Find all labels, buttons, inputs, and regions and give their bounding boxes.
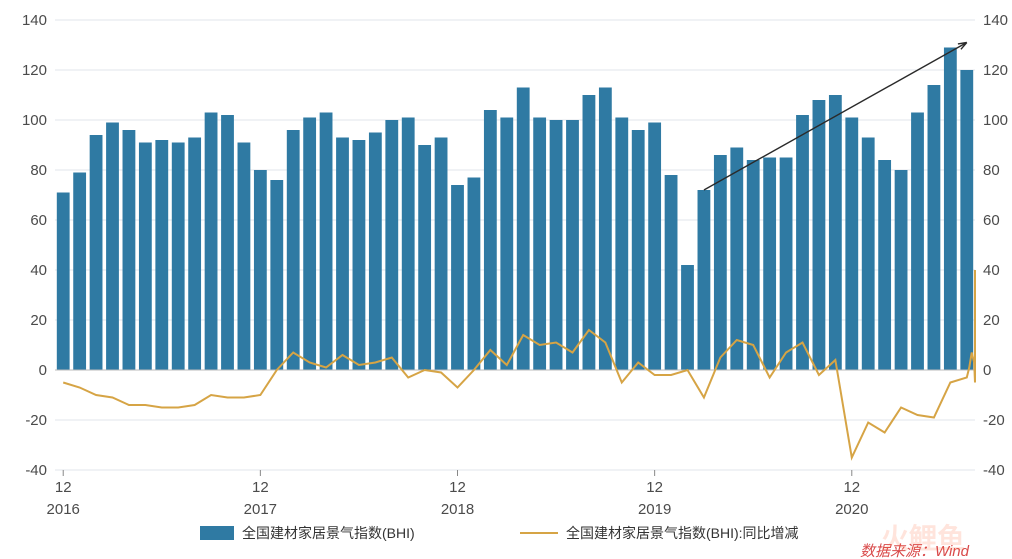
x-month-label: 12	[646, 479, 663, 496]
bar	[566, 120, 579, 370]
y-left-label: -20	[25, 412, 47, 429]
y-right-label: -20	[983, 412, 1005, 429]
bar	[287, 130, 300, 370]
bar	[878, 160, 891, 370]
y-right-label: 0	[983, 362, 991, 379]
bar	[468, 178, 481, 371]
bar	[714, 155, 727, 370]
bar	[911, 113, 924, 371]
bar	[172, 143, 185, 371]
bar	[336, 138, 349, 371]
bar	[320, 113, 333, 371]
bar	[402, 118, 415, 371]
y-left-label: 0	[39, 362, 47, 379]
y-left-label: 20	[30, 312, 47, 329]
y-left-label: 80	[30, 162, 47, 179]
watermark: 火鲤鱼	[881, 523, 965, 554]
x-month-label: 12	[252, 479, 269, 496]
bar	[500, 118, 513, 371]
bar	[960, 70, 973, 370]
bar	[369, 133, 382, 371]
bar	[139, 143, 152, 371]
bar	[681, 265, 694, 370]
bar	[57, 193, 70, 371]
bar	[106, 123, 119, 371]
y-right-label: 120	[983, 62, 1008, 79]
bar	[188, 138, 201, 371]
bar	[73, 173, 86, 371]
bar	[944, 48, 957, 371]
bar	[615, 118, 628, 371]
bar	[796, 115, 809, 370]
x-month-label: 12	[449, 479, 466, 496]
bar	[90, 135, 103, 370]
y-right-label: 140	[983, 12, 1008, 29]
x-year-label: 2019	[638, 501, 671, 518]
y-left-label: 100	[22, 112, 47, 129]
bar	[123, 130, 136, 370]
bar	[155, 140, 168, 370]
bar	[747, 160, 760, 370]
bar	[533, 118, 546, 371]
x-year-label: 2018	[441, 501, 474, 518]
bar	[353, 140, 366, 370]
bar	[484, 110, 497, 370]
bar	[599, 88, 612, 371]
x-month-label: 12	[843, 479, 860, 496]
y-left-label: 120	[22, 62, 47, 79]
chart-svg: -40-40-20-200020204040606080801001001201…	[0, 0, 1012, 559]
x-year-label: 2016	[47, 501, 80, 518]
y-right-label: 60	[983, 212, 1000, 229]
bar	[270, 180, 283, 370]
y-left-label: 40	[30, 262, 47, 279]
bar	[895, 170, 908, 370]
bar	[632, 130, 645, 370]
bar	[303, 118, 316, 371]
legend-bar-label: 全国建材家居景气指数(BHI)	[242, 525, 415, 541]
x-month-label: 12	[55, 479, 72, 496]
bar	[813, 100, 826, 370]
bar	[418, 145, 431, 370]
bar	[550, 120, 563, 370]
bar	[845, 118, 858, 371]
bar	[780, 158, 793, 371]
chart-container: -40-40-20-200020204040606080801001001201…	[0, 0, 1012, 559]
bar	[238, 143, 251, 371]
y-right-label: 100	[983, 112, 1008, 129]
y-left-label: -40	[25, 462, 47, 479]
bar	[517, 88, 530, 371]
bar	[254, 170, 267, 370]
bar	[221, 115, 234, 370]
bar	[205, 113, 218, 371]
bar	[435, 138, 448, 371]
x-year-label: 2017	[244, 501, 277, 518]
bar	[451, 185, 464, 370]
bar	[829, 95, 842, 370]
y-right-label: 40	[983, 262, 1000, 279]
y-right-label: -40	[983, 462, 1005, 479]
bar	[385, 120, 398, 370]
y-right-label: 80	[983, 162, 1000, 179]
legend-line-label: 全国建材家居景气指数(BHI):同比增减	[566, 525, 799, 541]
bar	[698, 190, 711, 370]
bar	[648, 123, 661, 371]
y-left-label: 140	[22, 12, 47, 29]
bar	[928, 85, 941, 370]
bar	[730, 148, 743, 371]
legend-bar-swatch	[200, 526, 234, 540]
y-right-label: 20	[983, 312, 1000, 329]
bar	[862, 138, 875, 371]
y-left-label: 60	[30, 212, 47, 229]
bar	[665, 175, 678, 370]
x-year-label: 2020	[835, 501, 868, 518]
bar	[763, 158, 776, 371]
